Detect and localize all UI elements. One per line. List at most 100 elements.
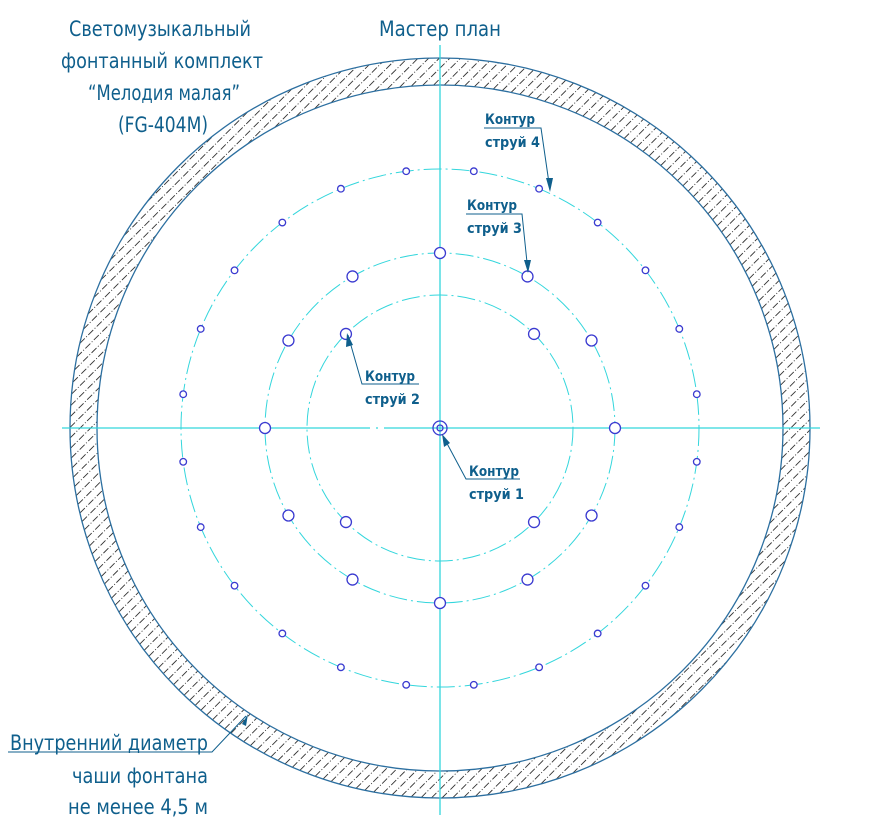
contour-3-label: Контур струй 3 (466, 198, 531, 273)
hatch-line (555, 726, 610, 780)
contour-3-nozzle (521, 270, 534, 283)
hatch-line (104, 563, 126, 585)
hatch-line (782, 419, 811, 448)
contour-3-label-line2: струй 3 (467, 221, 522, 237)
hatch-line (100, 88, 293, 281)
contour-4-nozzle (278, 629, 287, 638)
hatch-line (719, 560, 786, 627)
hatch-line (299, 749, 321, 771)
hatch-line (433, 58, 461, 86)
hatch-line (487, 760, 522, 796)
hatch-line (148, 636, 169, 657)
hatch-line (322, 757, 345, 780)
hatch-line (501, 67, 526, 92)
hatch-line (512, 752, 552, 792)
hatch-line (702, 188, 723, 209)
contour-4-label-line2: струй 4 (485, 135, 540, 151)
bowl-note-line-2: чаши фонтана (72, 764, 208, 788)
hatch-line (91, 532, 114, 555)
hatch-line (712, 200, 733, 221)
hatch-line (270, 736, 292, 758)
hatch-line (143, 630, 164, 651)
hatch-line (189, 680, 209, 701)
hatch-line (373, 768, 398, 793)
hatch-line (567, 88, 589, 111)
hatch-line (194, 685, 215, 706)
hatch-line (79, 302, 122, 344)
contour-4-nozzle (641, 266, 650, 275)
hatch-line (575, 92, 597, 114)
hatch-line (782, 389, 809, 416)
hatch-line (758, 280, 780, 302)
hatch-line (745, 251, 766, 273)
hatch-line (682, 166, 703, 187)
hatch-line (236, 717, 258, 738)
hatch-line (697, 182, 718, 203)
contour-2-label-line2: струй 2 (365, 392, 420, 408)
contour-4-nozzle (196, 523, 205, 532)
hatch-line (692, 177, 713, 197)
hatch-line (443, 58, 471, 86)
hatch-line (307, 752, 329, 774)
contour-1-label-line2: струй 1 (469, 487, 524, 503)
hatch-line (200, 690, 221, 711)
hatch-line (83, 507, 107, 531)
hatch-line (635, 623, 755, 743)
hatch-line (782, 408, 810, 437)
hatch-line (483, 63, 508, 89)
contour-4-nozzle (196, 324, 205, 333)
hatch-line (769, 310, 792, 333)
hatch-line (355, 765, 380, 789)
hatch-line (114, 584, 136, 606)
hatch-line (590, 578, 779, 767)
title-line-2: фонтанный комплект (61, 49, 263, 73)
plan-title: Мастер план (379, 17, 501, 41)
hatch-line (463, 766, 495, 798)
hatch-line (764, 500, 804, 540)
hatch-line (771, 318, 794, 342)
hatch-line (780, 440, 811, 471)
hatch-line (660, 146, 681, 166)
hatch-line (382, 769, 408, 794)
hatch-line (135, 618, 156, 639)
hatch-line (74, 462, 100, 487)
contour-3-nozzle (433, 246, 447, 260)
hatch-line (781, 429, 811, 459)
contour-4-nozzle (593, 218, 602, 227)
hatch-line (314, 67, 356, 110)
contour-4-nozzle (336, 184, 345, 193)
contour-2-line (306, 294, 574, 562)
contour-4-nozzle (179, 390, 188, 399)
hatch-line (72, 452, 99, 478)
contour-3-nozzle (346, 573, 359, 586)
hatch-line (295, 71, 342, 118)
hatch-line (648, 136, 669, 157)
hatch-line (246, 81, 311, 145)
hatch-line (347, 763, 371, 787)
hatch-line (75, 471, 101, 496)
hatch-line (410, 57, 440, 87)
hatch-line (168, 659, 188, 680)
hatch-line (780, 361, 805, 386)
hatch-line (70, 431, 98, 459)
hatch-line (707, 194, 728, 215)
hatch-line (499, 757, 536, 794)
hatch-line (410, 770, 438, 798)
hatch-line (677, 161, 697, 181)
hatch-line (74, 334, 111, 371)
hatch-line (274, 75, 327, 128)
hatch-line (401, 770, 428, 797)
hatch-line (107, 570, 129, 592)
contour-4-nozzle (469, 167, 478, 176)
hatch-line (69, 410, 98, 439)
contour-3-nozzle (282, 509, 295, 522)
hatch-line (441, 769, 471, 799)
hatch-line (552, 82, 574, 105)
contour-3-label-line1: Контур (467, 198, 517, 214)
hatch-line (492, 65, 517, 90)
center-nozzle-outer (432, 420, 448, 436)
hatch-line (781, 379, 808, 406)
contour-4-nozzle (230, 266, 239, 275)
contour-4-nozzle (692, 457, 701, 466)
